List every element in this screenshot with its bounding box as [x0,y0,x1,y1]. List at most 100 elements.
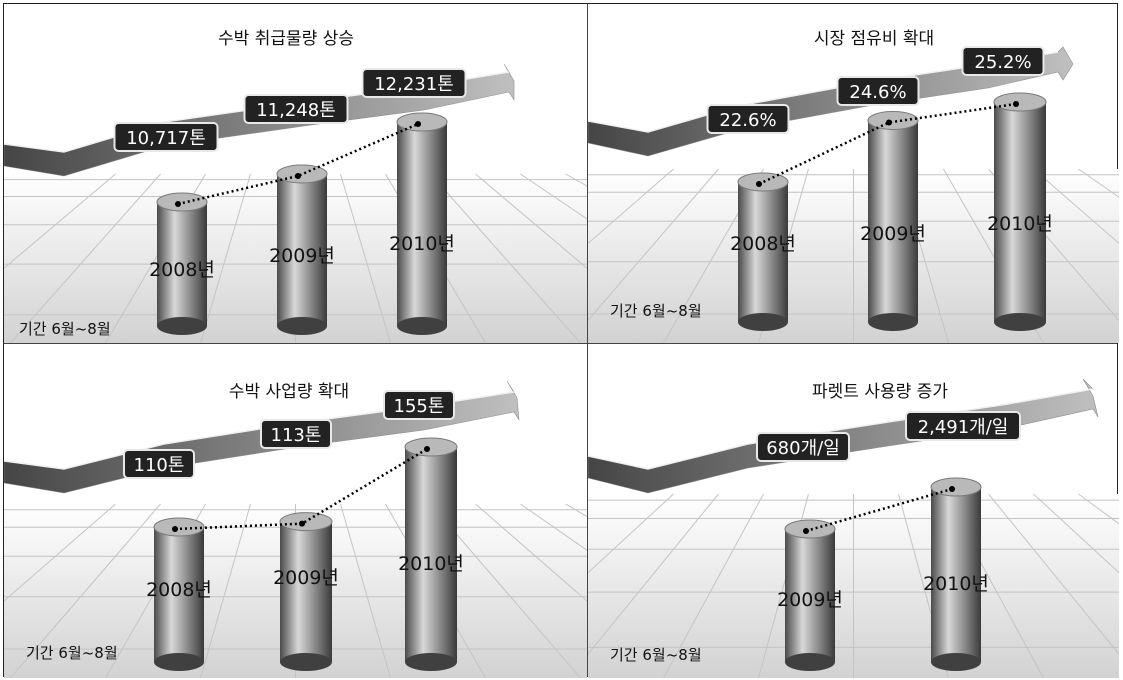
chart-1-period: 기간 6월~8월 [19,320,111,338]
bar-point [415,121,421,127]
value-badge: 10,717톤 [113,122,219,152]
bar [157,202,207,326]
trend-line [177,122,419,206]
year-label: 2010년 [987,213,1053,235]
bar-base [397,317,447,335]
value-badge: 25.2% [961,46,1045,76]
floor-grid [588,493,1119,678]
bar [931,487,981,662]
value-label: 113톤 [271,425,322,446]
value-label: 2,491개/일 [918,417,1009,438]
value-badge: 11,248톤 [243,94,349,124]
bar-top [396,112,448,132]
chart-2-svg: 2008년 2009년 2010년 22.6% 24.6% 25.2% [588,46,1119,343]
value-badge: 110톤 [123,449,195,479]
chart-3-period: 기간 6월~8월 [26,644,118,662]
bar-top [737,172,789,192]
value-badge-box [756,432,850,462]
year-label: 2010년 [389,233,455,255]
bar-base [154,653,204,671]
value-badge: 12,231톤 [361,68,467,98]
chart-2-title: 시장 점유비 확대 [813,29,935,49]
bar [277,173,327,326]
bar-base [280,653,332,671]
year-label: 2009년 [860,223,926,245]
value-badge-box [123,449,195,479]
bar-top [930,477,982,497]
bar-base [785,653,835,671]
value-badge-box [243,94,349,124]
value-badge-box [361,68,467,98]
bar [397,122,447,326]
chart-3-svg: 2008년 2009년 2010년 110톤 113톤 155톤 [4,380,587,678]
trend-line [805,487,953,533]
value-badge: 22.6% [706,104,790,134]
year-label: 2008년 [149,259,215,281]
bar-base [405,653,457,671]
value-badge-box [905,411,1021,441]
bar [405,447,457,662]
panel-1: 2008년 2009년 2010년 10,717톤 11,248톤 12,231톤 수박 … [4,4,587,343]
year-label: 2008년 [730,233,796,255]
chart-1-svg: 2008년 2009년 2010년 10,717톤 11,248톤 12,231톤 [4,63,587,343]
bar [994,102,1046,322]
year-label: 2008년 [146,579,212,601]
infographic-frame: 2008년 2009년 2010년 10,717톤 11,248톤 12,231톤 수박 … [3,3,1119,678]
bar [785,529,835,662]
value-label: 680개/일 [766,438,840,459]
value-label: 110톤 [134,455,185,476]
bar-top [404,437,458,457]
value-label: 11,248톤 [256,100,336,121]
value-badge: 24.6% [836,76,920,106]
bar-base [738,313,788,331]
value-badge-box [260,419,332,449]
value-badge-box [836,76,920,106]
panel-3: 2008년 2009년 2010년 110톤 113톤 155톤 수박 사업량 확대 기간… [4,344,587,678]
bar-top [993,92,1047,112]
value-badge: 2,491개/일 [905,411,1021,441]
bar-top [784,519,836,539]
bar-point [299,520,305,527]
bar-top [867,110,919,130]
chart-1-title: 수박 취급물량 상승 [218,29,354,49]
chart-2-period: 기간 6월~8월 [610,302,702,320]
vertical-divider [587,4,588,676]
bar-base [157,317,207,335]
value-label: 22.6% [719,110,776,131]
horizontal-divider [4,343,1117,344]
value-label: 25.2% [974,52,1031,73]
value-label: 24.6% [849,82,906,103]
year-label: 2010년 [398,553,464,575]
bar-top [153,517,205,537]
bar-base [931,653,981,671]
year-label: 2009년 [273,567,339,589]
bar [154,527,204,662]
value-label: 12,231톤 [374,74,454,95]
value-badge-box [383,390,455,420]
value-badge: 680개/일 [756,432,850,462]
bar-base [868,313,918,331]
value-badge: 155톤 [383,390,455,420]
chart-4-svg: 2009년 2010년 680개/일 2,491개/일 [588,378,1119,678]
bar-base [277,317,327,335]
value-badge-box [961,46,1045,76]
year-label: 2009년 [777,589,843,611]
value-label: 155톤 [394,396,445,417]
bar [868,120,918,322]
bar-base [994,313,1046,331]
panel-2: 2008년 2009년 2010년 22.6% 24.6% 25.2% 시장 점유비 확대… [588,4,1119,343]
chart-4-title: 파렛트 사용량 증가 [812,382,948,402]
bar-point [1013,101,1019,107]
bar-top [156,192,208,212]
year-label: 2009년 [269,245,335,267]
panel-4: 2009년 2010년 680개/일 2,491개/일 파렛트 사용량 증가 기간 6… [588,344,1119,678]
value-badge: 113톤 [260,419,332,449]
bar [280,521,332,662]
value-badge-box [706,104,790,134]
value-label: 10,717톤 [126,128,206,149]
chart-3-title: 수박 사업량 확대 [228,382,350,402]
value-badge-box [113,122,219,152]
year-label: 2010년 [923,573,989,595]
chart-4-period: 기간 6월~8월 [610,646,702,664]
bar [738,182,788,322]
